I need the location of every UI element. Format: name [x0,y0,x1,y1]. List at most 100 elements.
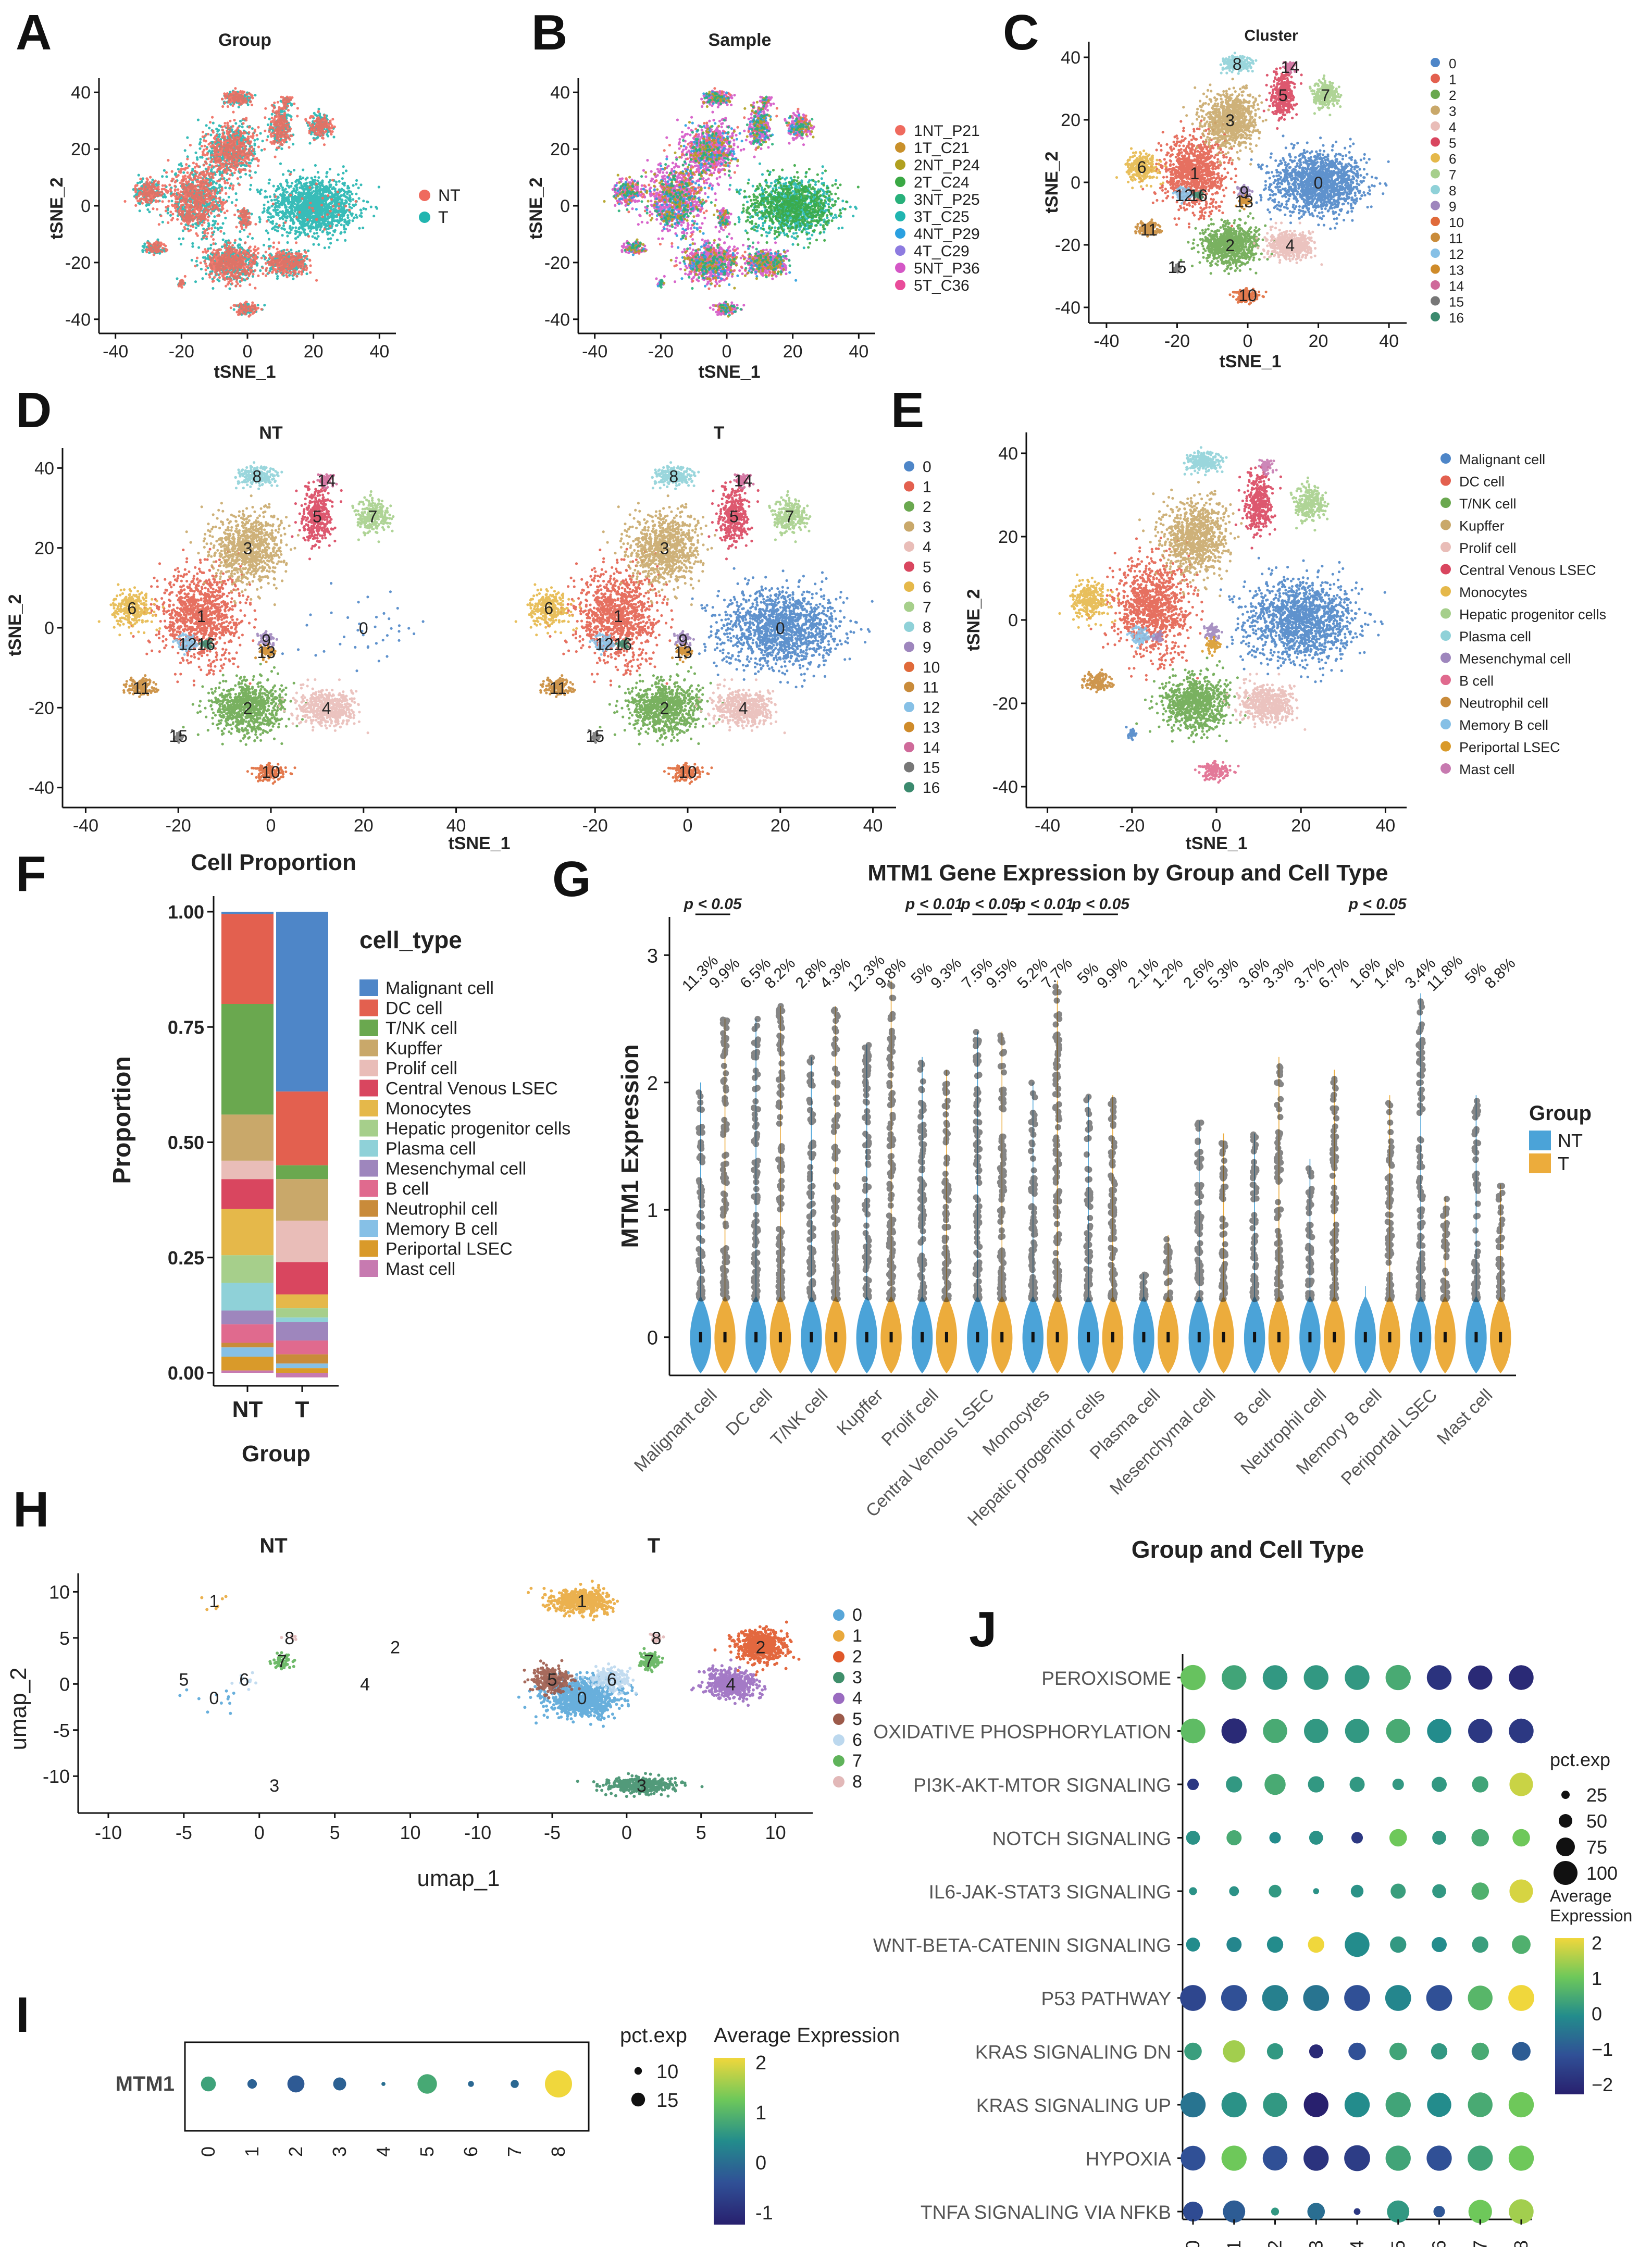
legend-key [904,541,914,552]
legend-label: 9 [923,639,931,656]
boxplot [834,1332,838,1343]
bar-segment [221,1310,274,1325]
panel-a-legend: NT T [419,186,461,227]
panel-letter-C: C [1003,5,1039,60]
axis-title: tSNE_1 [214,362,276,382]
violin [880,980,902,1374]
legend-key [1440,564,1451,575]
boxplot [723,1332,727,1343]
point-cloud [1262,66,1303,130]
panel-h-plot-t: -10 -5 0 5 10 0 1 2 3 4 5 6 7 8 [448,1580,813,1843]
legend-key [359,1100,378,1116]
point-cloud [246,762,296,785]
legend-key [833,1755,844,1767]
significance-label: p < 0.05 [684,896,742,913]
x-tick-label: 1 [1223,2240,1245,2247]
cluster-label: 7 [785,507,794,526]
dot [1186,1831,1200,1845]
legend-label: 16 [923,779,940,797]
point-cloud [1495,1183,1506,1302]
bar-segment [221,912,274,914]
legend-key [833,1776,844,1787]
x-tick-label: 20 [304,342,324,362]
y-tick-label: -10 [43,1766,70,1787]
bar-segment [221,1255,274,1283]
cluster-label: 5 [313,507,322,526]
point-cloud [602,494,716,606]
panel-h-plot-nt: 10 5 0 -5 -10 -10 -5 0 5 10 0 1 2 3 4 5 6 7 8 [43,1573,448,1843]
cluster-label: 3 [660,539,669,558]
legend-label: Monocytes [1459,585,1527,600]
legend-key [1440,498,1451,508]
point-cloud [1150,622,1223,643]
y-tick-label: -20 [29,698,54,718]
point-cloud [1080,668,1115,693]
legend-label: 6 [1449,151,1456,167]
boxplot [921,1332,924,1343]
axis-title: tSNE_2 [5,594,25,656]
dot [1304,1719,1328,1743]
legend-label: 100 [1586,1863,1618,1884]
x-tick-label: 8 [548,2146,569,2157]
point-cloud [997,1032,1008,1302]
cluster-label: 5 [179,1670,189,1690]
legend-label: Kupffer [1459,518,1505,534]
legend-label: 3T_C25 [914,208,970,226]
legend-label: 1T_C21 [914,140,970,157]
dot [1223,2040,1246,2063]
point-cloud [830,1007,841,1302]
dot [1308,1936,1324,1953]
colorbar-label: −1 [1592,2039,1613,2060]
legend-key [895,159,905,170]
x-tick-label: 0 [266,816,276,836]
point-cloud [691,567,874,689]
boxplot [1443,1332,1447,1343]
point-cloud [638,1647,664,1673]
colorbar-label: 2 [1592,1932,1602,1954]
legend-key [1440,453,1451,464]
panel-j-plot: PEROXISOME OXIDATIVE PHOSPHORYLATION PI3K-… [873,1654,1632,2247]
dot [1431,2043,1448,2060]
point-cloud [1058,573,1120,629]
x-tick-label: 40 [849,342,868,362]
x-tick-label: 3 [329,2146,350,2157]
panel-b-plot: -40 -20 0 20 40 40 20 0 -20 -40 [544,78,875,362]
dot [1223,2200,1246,2223]
panel-d-title-t: T [714,423,725,443]
panel-letter-A: A [16,5,52,60]
legend-label: 2T_C24 [914,174,970,191]
legend-label: NT [438,186,461,205]
legend-title: pct.exp [1550,1749,1610,1770]
x-tick-label: -20 [1119,816,1145,836]
x-tick-label: DC cell [722,1385,776,1439]
point-cloud [671,643,693,664]
dot [247,2079,257,2089]
cluster-label: 14 [317,471,336,490]
point-cloud [1138,480,1243,598]
x-tick-label: 1 [241,2146,263,2157]
cluster-label: 16 [614,635,632,654]
point-cloud [170,729,184,744]
dot [1432,1831,1446,1845]
legend-label: T/NK cell [1459,496,1517,512]
dot [1183,2201,1203,2222]
dot [1184,2042,1202,2060]
dot [1313,1888,1320,1894]
cluster-label: 15 [1168,258,1187,277]
dot [1222,1665,1247,1690]
boxplot [1087,1332,1090,1343]
plot-frame [184,2041,590,2132]
cluster-label: 6 [127,599,136,618]
bar-segment [276,1262,328,1295]
dot [1390,1883,1406,1899]
legend-key [359,1120,378,1137]
point-cloud [1289,476,1330,532]
dot [1181,2145,1206,2171]
cluster-label: 1 [1190,164,1199,183]
legend-key [904,722,914,733]
legend-label: 2 [852,1647,862,1667]
x-tick-label: -20 [1164,331,1190,351]
y-tick-label: -20 [992,694,1018,714]
size-legend-dot [1559,1814,1572,1828]
legend-label: Mesenchymal cell [1459,651,1571,667]
